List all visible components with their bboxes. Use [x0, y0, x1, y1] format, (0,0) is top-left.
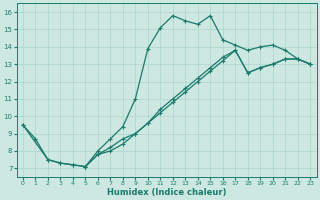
- X-axis label: Humidex (Indice chaleur): Humidex (Indice chaleur): [107, 188, 226, 197]
